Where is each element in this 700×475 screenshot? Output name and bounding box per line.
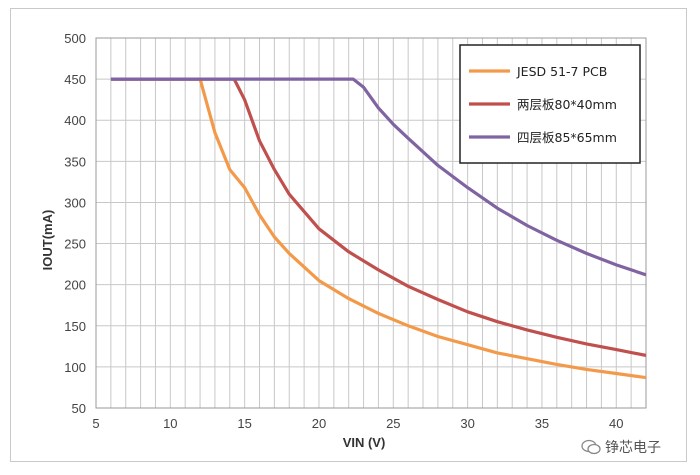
axes [95, 37, 647, 409]
wechat-icon [581, 439, 601, 455]
legend-label: JESD 51-7 PCB [516, 64, 607, 79]
y-tick-labels: 50 100 150 200 250 300 350 400 450 500 [64, 31, 86, 416]
x-tick-label: 40 [609, 416, 623, 431]
y-tick-label: 300 [64, 195, 86, 210]
x-tick-label: 35 [535, 416, 549, 431]
y-tick-label: 150 [64, 319, 86, 334]
x-axis-label: VIN (V) [343, 435, 386, 450]
y-tick-label: 50 [72, 401, 86, 416]
legend-label: 两层板80*40mm [517, 97, 617, 112]
chart-frame [10, 8, 687, 462]
y-tick-label: 500 [64, 31, 86, 46]
legend: JESD 51-7 PCB 两层板80*40mm 四层板85*65mm [459, 44, 641, 164]
series-line [110, 77, 646, 380]
x-tick-label: 25 [386, 416, 400, 431]
y-tick-label: 200 [64, 278, 86, 293]
series-lines [110, 77, 646, 380]
x-tick-label: 20 [312, 416, 326, 431]
x-tick-label: 15 [237, 416, 251, 431]
y-tick-label: 250 [64, 237, 86, 252]
x-tick-label: 10 [163, 416, 177, 431]
legend-label: 四层板85*65mm [517, 130, 617, 145]
y-tick-label: 450 [64, 72, 86, 87]
y-tick-label: 400 [64, 113, 86, 128]
watermark: 铮芯电子 [581, 436, 661, 458]
plot-area-border [95, 37, 647, 409]
x-tick-label: 5 [92, 416, 99, 431]
y-tick-label: 350 [64, 154, 86, 169]
x-tick-labels: 5 10 15 20 25 30 35 40 [92, 416, 623, 431]
y-tick-label: 100 [64, 360, 86, 375]
x-tick-label: 30 [460, 416, 474, 431]
series-line [110, 77, 646, 277]
series-line [110, 77, 646, 357]
watermark-text: 铮芯电子 [605, 440, 661, 456]
y-axis-label: IOUT(mA) [40, 210, 55, 271]
